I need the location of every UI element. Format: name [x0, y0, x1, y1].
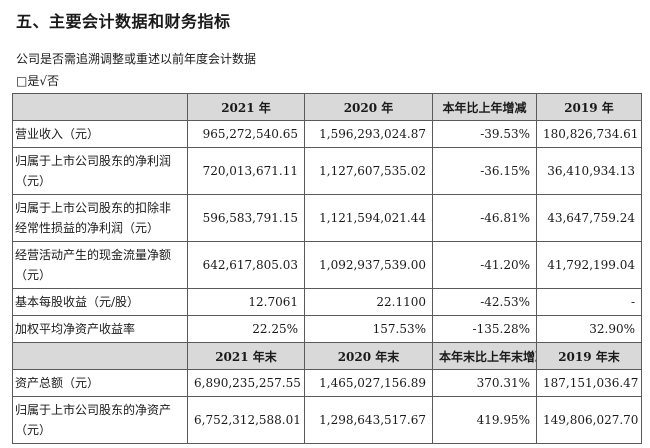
cell-2020: 1,127,607,535.02: [304, 147, 433, 195]
cell-2020: 22.1100: [304, 288, 433, 316]
row-label: 经营活动产生的现金流量净额（元）: [12, 241, 188, 289]
cell-2021: 596,583,791.15: [187, 194, 305, 242]
cell-2019: 180,826,734.61: [536, 120, 642, 148]
cell-2020: 157.53%: [304, 315, 433, 343]
cell-2021: 965,272,540.65: [187, 120, 305, 148]
cell-2019: 32.90%: [536, 315, 642, 343]
cell-2021: 6,890,235,257.55: [187, 369, 305, 397]
header-cell-2019: 2019 年: [536, 93, 642, 121]
header-cell-2021-end: 2021 年末: [187, 342, 305, 370]
cell-change: -135.28%: [432, 315, 537, 343]
table-row: 归属于上市公司股东的净利润（元） 720,013,671.11 1,127,60…: [12, 147, 642, 195]
row-label: 营业收入（元）: [12, 120, 188, 148]
cell-2021: 6,752,312,588.01: [187, 396, 305, 444]
table-header-row: 2021 年 2020 年 本年比上年增减 2019 年: [12, 93, 642, 121]
table-row: 归属于上市公司股东的净资产（元） 6,752,312,588.01 1,298,…: [12, 396, 642, 444]
cell-2021: 642,617,805.03: [187, 241, 305, 289]
cell-2019: 36,410,934.13: [536, 147, 642, 195]
cell-2020: 1,298,643,517.67: [304, 396, 433, 444]
cell-change: -42.53%: [432, 288, 537, 316]
cell-2021: 22.25%: [187, 315, 305, 343]
table-row: 资产总额（元） 6,890,235,257.55 1,465,027,156.8…: [12, 369, 642, 397]
cell-change: -36.15%: [432, 147, 537, 195]
row-label: 资产总额（元）: [12, 369, 188, 397]
row-label: 归属于上市公司股东的扣除非经常性损益的净利润（元）: [12, 194, 188, 242]
header-cell-label: [12, 342, 188, 370]
cell-change: -46.81%: [432, 194, 537, 242]
restatement-question: 公司是否需追溯调整或重述以前年度会计数据: [16, 52, 257, 66]
row-label: 归属于上市公司股东的净利润（元）: [12, 147, 188, 195]
cell-2019: 187,151,036.47: [536, 369, 642, 397]
table-header-row: 2021 年末 2020 年末 本年末比上年末增减 2019 年末: [12, 342, 642, 370]
cell-2020: 1,465,027,156.89: [304, 369, 433, 397]
table-row: 基本每股收益（元/股） 12.7061 22.1100 -42.53% -: [12, 288, 642, 316]
cell-2019: -: [536, 288, 642, 316]
cell-2021: 12.7061: [187, 288, 305, 316]
header-cell-2020-end: 2020 年末: [304, 342, 433, 370]
cell-change: 370.31%: [432, 369, 537, 397]
cell-change: -39.53%: [432, 120, 537, 148]
cell-change: -41.20%: [432, 241, 537, 289]
cell-2019: 149,806,027.70: [536, 396, 642, 444]
row-label: 加权平均净资产收益率: [12, 315, 188, 343]
header-cell-2021: 2021 年: [187, 93, 305, 121]
financial-data-table: 2021 年 2020 年 本年比上年增减 2019 年 营业收入（元） 965…: [12, 93, 642, 444]
cell-2020: 1,596,293,024.87: [304, 120, 433, 148]
header-cell-change: 本年比上年增减: [432, 93, 537, 121]
table-row: 归属于上市公司股东的扣除非经常性损益的净利润（元） 596,583,791.15…: [12, 194, 642, 242]
cell-2020: 1,092,937,539.00: [304, 241, 433, 289]
table-row: 加权平均净资产收益率 22.25% 157.53% -135.28% 32.90…: [12, 315, 642, 343]
header-cell-label: [12, 93, 188, 121]
header-cell-2019-end: 2019 年末: [536, 342, 642, 370]
row-label: 归属于上市公司股东的净资产（元）: [12, 396, 188, 444]
restatement-answer: □是√否: [16, 74, 59, 88]
cell-2020: 1,121,594,021.44: [304, 194, 433, 242]
table-row: 营业收入（元） 965,272,540.65 1,596,293,024.87 …: [12, 120, 642, 148]
cell-2019: 43,647,759.24: [536, 194, 642, 242]
section-title: 五、主要会计数据和财务指标: [16, 12, 231, 31]
cell-change: 419.95%: [432, 396, 537, 444]
header-cell-2020: 2020 年: [304, 93, 433, 121]
header-cell-change: 本年末比上年末增减: [432, 342, 537, 370]
cell-2021: 720,013,671.11: [187, 147, 305, 195]
cell-2019: 41,792,199.04: [536, 241, 642, 289]
table-row: 经营活动产生的现金流量净额（元） 642,617,805.03 1,092,93…: [12, 241, 642, 289]
row-label: 基本每股收益（元/股）: [12, 288, 188, 316]
